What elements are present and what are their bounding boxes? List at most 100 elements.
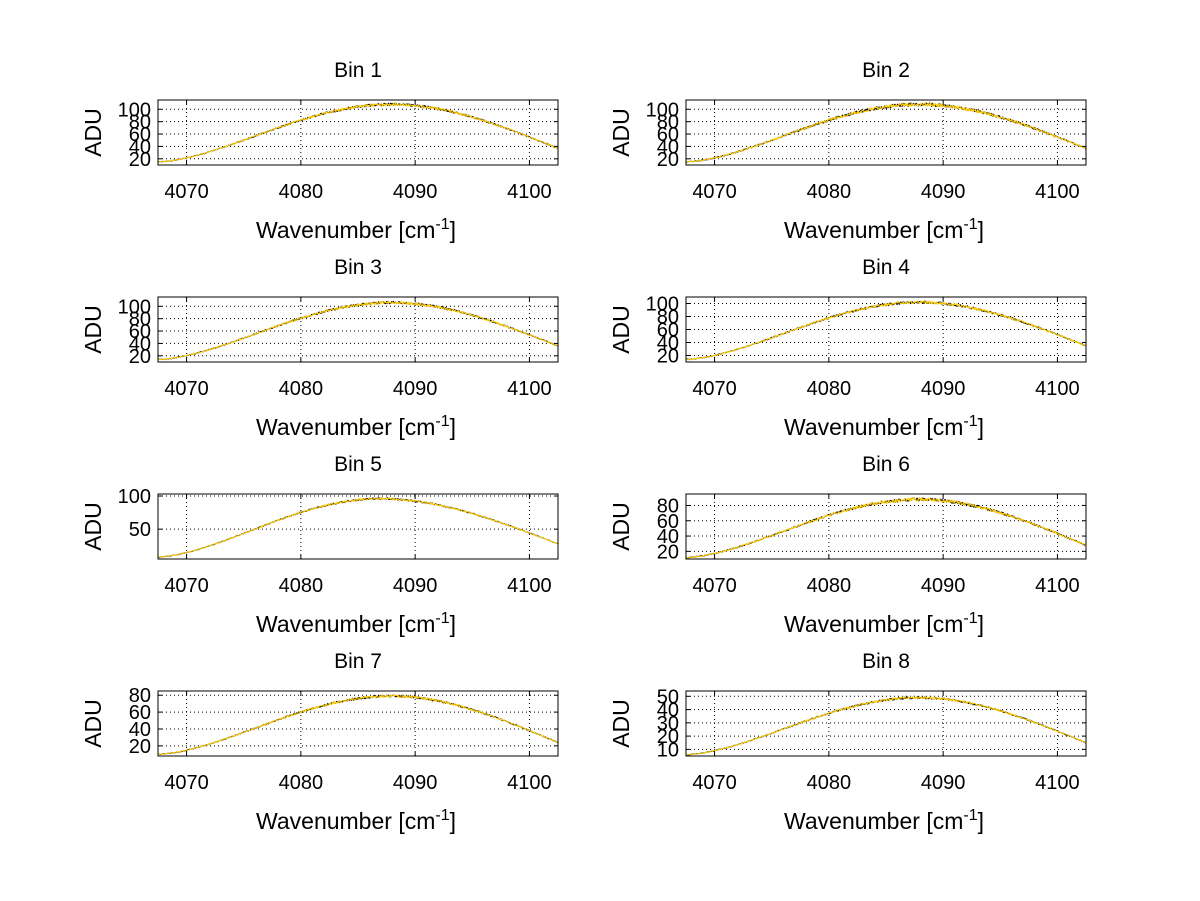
- spectrum-line-yellow: [157, 301, 559, 361]
- x-axis-label: Wavenumber [cm-1]: [256, 610, 456, 637]
- subplot-title: Bin 2: [862, 59, 910, 82]
- x-tick-label: 4080: [279, 575, 324, 597]
- spectrum-line-dark: [685, 696, 1087, 756]
- x-tick-label: 4100: [1035, 575, 1080, 597]
- axes-box: [685, 690, 1087, 757]
- x-tick-label: 4070: [692, 575, 737, 597]
- y-tick-label: 40: [657, 526, 679, 548]
- x-tick-label: 4100: [1035, 772, 1080, 794]
- subplot-title: Bin 6: [862, 453, 910, 476]
- y-axis-label: ADU: [80, 108, 106, 157]
- x-tick-label: 4070: [164, 378, 209, 400]
- x-tick-label: 4090: [921, 378, 966, 400]
- spectrum-line-yellow: [157, 694, 559, 756]
- axes-box: [685, 493, 1087, 560]
- y-tick-label: 50: [129, 519, 151, 541]
- x-tick-label: 4090: [921, 772, 966, 794]
- subplot-bin-5: 4070 4080 4090 4100 50 100 Bin 5 Wavenumber [cm…: [80, 453, 559, 637]
- y-tick-label: 20: [129, 149, 151, 171]
- spectrum-line-yellow: [685, 102, 1087, 163]
- subplot-title: Bin 5: [334, 453, 382, 476]
- x-tick-label: 4070: [692, 772, 737, 794]
- x-axis-label: Wavenumber [cm-1]: [784, 807, 984, 834]
- x-tick-label: 4100: [507, 772, 552, 794]
- spectrum-line-yellow: [685, 696, 1087, 756]
- x-tick-label: 4100: [1035, 181, 1080, 203]
- y-axis-label: ADU: [608, 502, 634, 551]
- y-tick-label: 10: [657, 739, 679, 761]
- spectrum-line-dark: [157, 102, 559, 163]
- y-tick-label: 60: [129, 702, 151, 724]
- y-tick-label: 100: [118, 486, 151, 508]
- y-tick-label: 100: [646, 99, 679, 121]
- y-tick-label: 40: [129, 719, 151, 741]
- y-tick-label: 80: [657, 112, 679, 134]
- spectrum-line-dark: [685, 102, 1087, 163]
- subplot-title: Bin 7: [334, 650, 382, 673]
- x-tick-label: 4090: [921, 181, 966, 203]
- y-tick-label: 20: [657, 346, 679, 368]
- x-tick-label: 4100: [507, 378, 552, 400]
- y-tick-label: 40: [657, 136, 679, 158]
- x-tick-label: 4100: [507, 575, 552, 597]
- x-tick-label: 4100: [507, 181, 552, 203]
- y-tick-label: 80: [657, 307, 679, 329]
- x-tick-label: 4090: [393, 575, 438, 597]
- y-tick-label: 80: [129, 112, 151, 134]
- y-axis-label: ADU: [608, 699, 634, 748]
- y-tick-label: 60: [129, 321, 151, 343]
- subplot-title: Bin 3: [334, 256, 382, 279]
- y-tick-label: 50: [657, 686, 679, 708]
- x-tick-label: 4080: [279, 378, 324, 400]
- y-tick-label: 80: [129, 685, 151, 707]
- y-tick-label: 20: [657, 726, 679, 748]
- y-tick-label: 100: [118, 296, 151, 318]
- x-axis-label: Wavenumber [cm-1]: [256, 216, 456, 243]
- y-tick-label: 40: [129, 136, 151, 158]
- y-axis-label: ADU: [80, 699, 106, 748]
- subplot-title: Bin 4: [862, 256, 910, 279]
- y-tick-label: 20: [129, 736, 151, 758]
- x-axis-label: Wavenumber [cm-1]: [256, 413, 456, 440]
- x-tick-label: 4080: [279, 181, 324, 203]
- spectrum-line-dark: [686, 300, 1087, 361]
- x-tick-label: 4070: [164, 575, 209, 597]
- y-axis-label: ADU: [608, 305, 634, 354]
- y-tick-label: 40: [657, 700, 679, 722]
- x-tick-label: 4080: [807, 181, 852, 203]
- y-tick-label: 30: [657, 713, 679, 735]
- spectrum-line-yellow: [685, 300, 1087, 361]
- spectrum-line-yellow: [157, 497, 558, 558]
- spectrum-line-dark: [157, 497, 559, 558]
- x-tick-label: 4070: [164, 772, 209, 794]
- spectrum-line-dark: [685, 497, 1087, 559]
- y-tick-label: 40: [657, 333, 679, 355]
- subplot-title: Bin 1: [334, 59, 382, 82]
- x-tick-label: 4100: [1035, 378, 1080, 400]
- axes-box: [157, 296, 559, 363]
- y-axis-label: ADU: [80, 305, 106, 354]
- x-tick-label: 4080: [807, 378, 852, 400]
- x-tick-label: 4070: [692, 181, 737, 203]
- x-tick-label: 4070: [692, 378, 737, 400]
- x-tick-label: 4070: [164, 181, 209, 203]
- y-tick-label: 80: [129, 309, 151, 331]
- y-tick-label: 60: [657, 124, 679, 146]
- x-tick-label: 4090: [393, 772, 438, 794]
- axes-box: [157, 690, 559, 757]
- y-axis-label: ADU: [608, 108, 634, 157]
- y-tick-label: 20: [657, 541, 679, 563]
- x-tick-label: 4090: [393, 378, 438, 400]
- x-tick-label: 4080: [807, 575, 852, 597]
- subplot-title: Bin 8: [862, 650, 910, 673]
- x-axis-label: Wavenumber [cm-1]: [784, 216, 984, 243]
- x-axis-label: Wavenumber [cm-1]: [784, 413, 984, 440]
- y-tick-label: 100: [118, 99, 151, 121]
- y-tick-label: 80: [657, 495, 679, 517]
